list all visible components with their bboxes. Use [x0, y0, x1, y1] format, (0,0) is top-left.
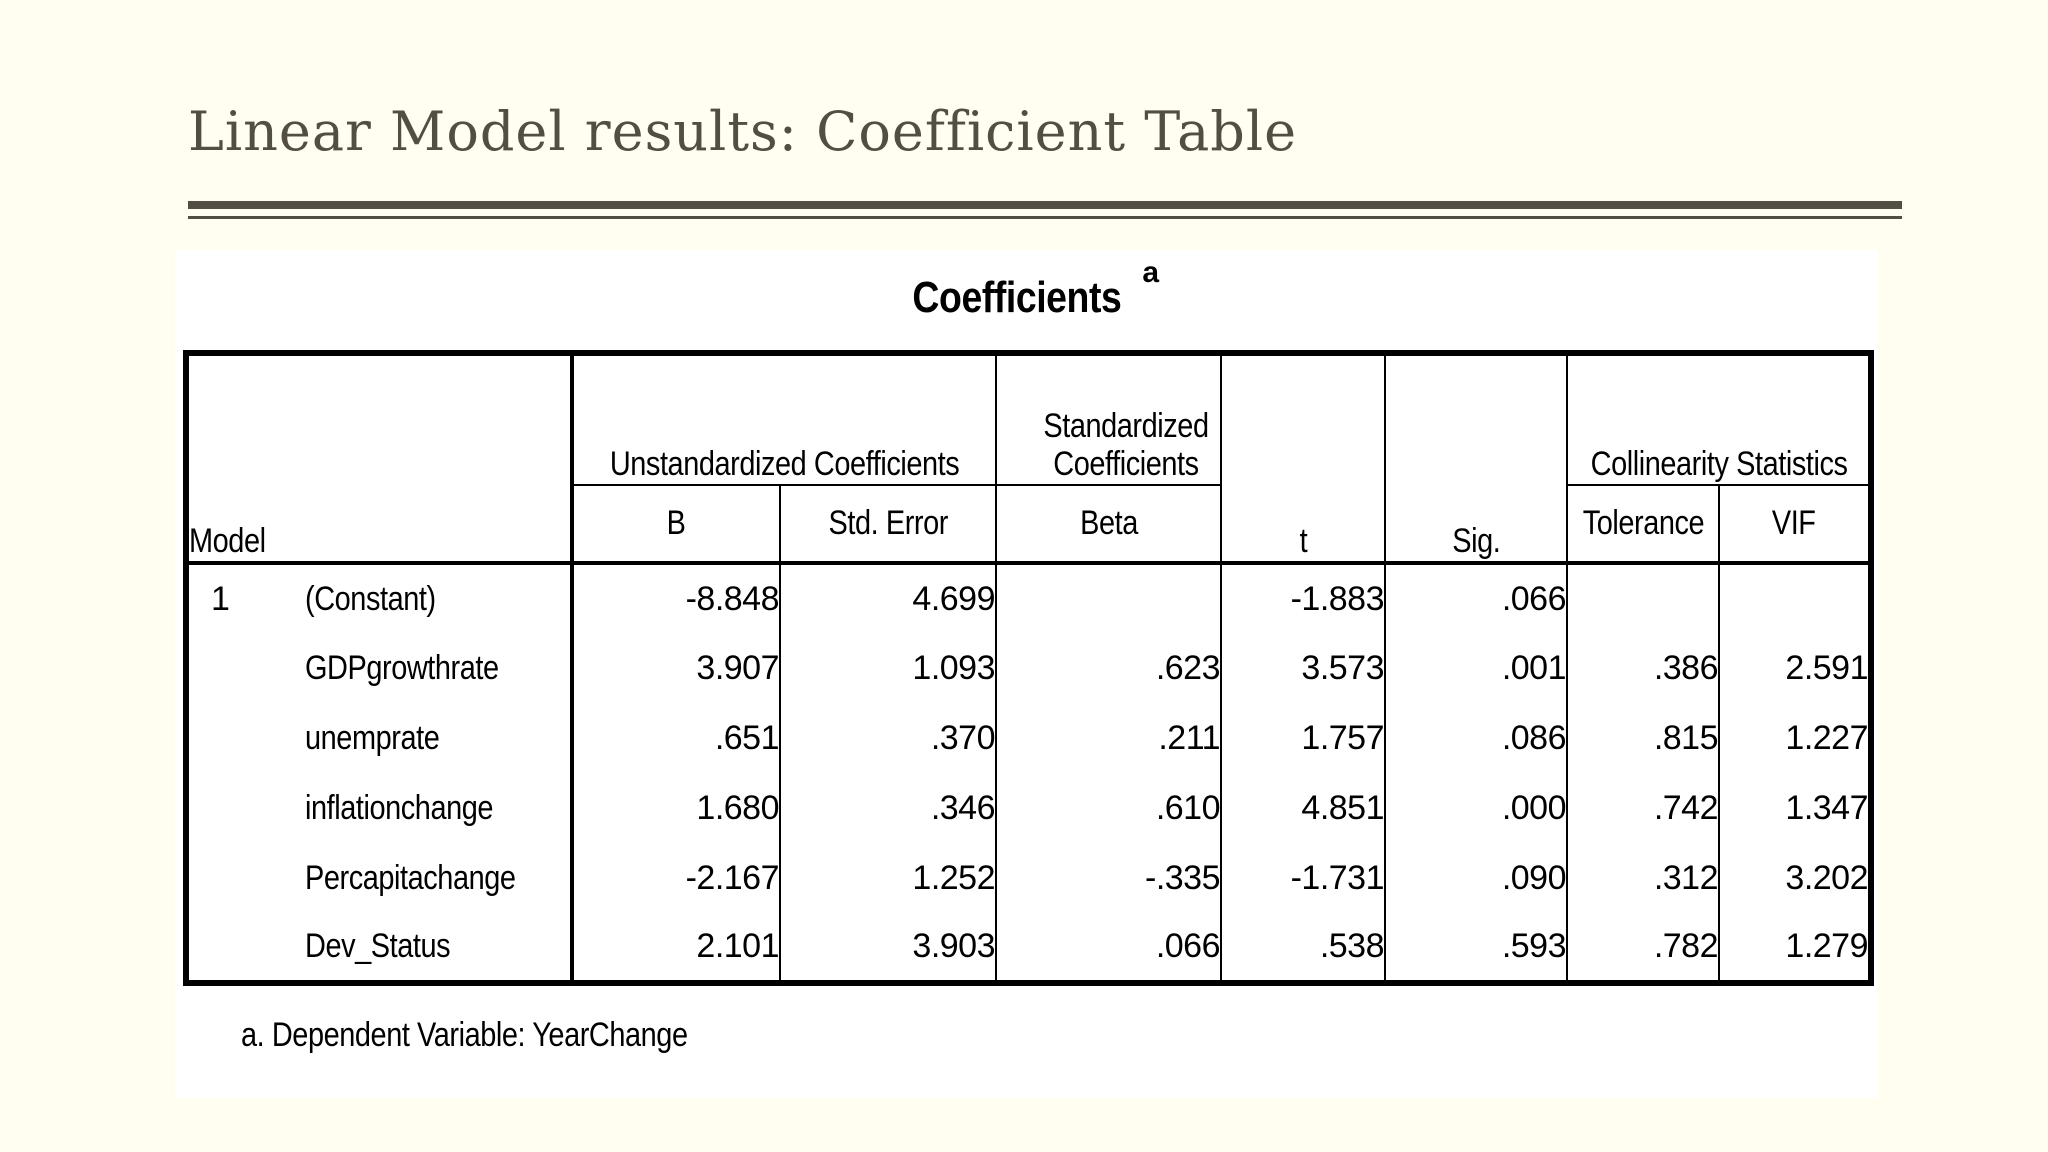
table-header: Model Unstandardized Coefficients Standa…: [186, 353, 1871, 565]
header-t: t: [1221, 353, 1386, 565]
cell-vif: 1.227: [1785, 718, 1868, 757]
cell-sig: .593: [1385, 913, 1568, 983]
cell-model-variable: unemprate: [186, 703, 574, 773]
footnote-marker: a: [1142, 256, 1159, 289]
cell-t: 1.757: [1221, 703, 1386, 773]
cell-model-variable: Dev_Status: [186, 913, 574, 983]
variable-name: unemprate: [305, 718, 440, 757]
cell-vif: 1.279: [1785, 927, 1868, 965]
cell-vif: 3.202: [1785, 858, 1868, 897]
cell-t: -1.731: [1221, 843, 1386, 913]
cell-b: -2.167: [572, 843, 781, 913]
model-number: 1: [211, 579, 230, 618]
variable-name: inflationchange: [305, 788, 494, 827]
title-underline-thick: [188, 201, 1902, 209]
table-row: unemprate .651 .370 .211 1.757 .086 .815…: [186, 703, 1871, 773]
variable-name: (Constant): [305, 579, 436, 618]
table-title-text: Coefficients: [912, 272, 1122, 322]
header-group-row: Model Unstandardized Coefficients Standa…: [186, 353, 1871, 565]
cell-beta: .211: [996, 703, 1222, 773]
header-collinearity-statistics: Collinearity Statistics: [1567, 353, 1871, 486]
cell-vif: 1.347: [1785, 788, 1868, 827]
cell-vif: 2.591: [1785, 648, 1868, 687]
variable-name: Percapitachange: [305, 858, 516, 897]
cell-model-variable: 1 (Constant): [186, 563, 574, 633]
cell-beta: -.335: [996, 843, 1222, 913]
cell-t: -1.883: [1221, 563, 1386, 633]
cell-beta: .610: [996, 773, 1222, 843]
cell-model-variable: GDPgrowthrate: [186, 633, 574, 703]
cell-model-variable: Percapitachange: [186, 843, 574, 913]
cell-std-error: 3.903: [780, 913, 997, 983]
cell-std-error: 1.093: [780, 633, 997, 703]
header-model: Model: [186, 353, 574, 565]
slide-title: Linear Model results: Coefficient Table: [188, 100, 1298, 163]
cell-tolerance: .386: [1567, 633, 1720, 703]
header-std-error: Std. Error: [780, 485, 997, 565]
cell-model-variable: inflationchange: [186, 773, 574, 843]
cell-vif: [1719, 563, 1871, 633]
cell-std-error: .370: [780, 703, 997, 773]
cell-t: 3.573: [1221, 633, 1386, 703]
cell-sig: .090: [1385, 843, 1568, 913]
cell-b: -8.848: [572, 563, 781, 633]
spss-output-panel: Coefficients a Model Unstandardized Coeff…: [175, 250, 1878, 1098]
coefficients-table: Model Unstandardized Coefficients Standa…: [183, 350, 1874, 986]
header-b: B: [572, 485, 781, 565]
cell-std-error: .346: [780, 773, 997, 843]
table-title: Coefficients a: [183, 256, 1868, 323]
table-footnote: a. Dependent Variable: YearChange: [241, 1016, 688, 1054]
cell-b: 2.101: [572, 913, 781, 983]
cell-beta: .623: [996, 633, 1222, 703]
cell-t: .538: [1221, 913, 1386, 983]
cell-tolerance: [1567, 563, 1720, 633]
header-standardized-coefficients: Standardized Coefficients: [996, 353, 1222, 486]
cell-sig: .066: [1385, 563, 1568, 633]
cell-std-error: 1.252: [780, 843, 997, 913]
cell-b: 3.907: [572, 633, 781, 703]
header-beta: Beta: [996, 485, 1222, 565]
cell-t: 4.851: [1221, 773, 1386, 843]
table-body: 1 (Constant) -8.848 4.699 -1.883 .066 GDP…: [186, 563, 1871, 983]
cell-sig: .001: [1385, 633, 1568, 703]
table-row: GDPgrowthrate 3.907 1.093 .623 3.573 .00…: [186, 633, 1871, 703]
header-tolerance: Tolerance: [1567, 485, 1720, 565]
header-sig: Sig.: [1385, 353, 1568, 565]
table-row: inflationchange 1.680 .346 .610 4.851 .0…: [186, 773, 1871, 843]
cell-tolerance: .782: [1567, 913, 1720, 983]
header-unstandardized-coefficients: Unstandardized Coefficients: [572, 353, 997, 486]
variable-name: Dev_Status: [305, 927, 451, 965]
cell-tolerance: .815: [1567, 703, 1720, 773]
cell-b: 1.680: [572, 773, 781, 843]
title-underline-thin: [188, 216, 1902, 219]
variable-name: GDPgrowthrate: [305, 648, 499, 687]
cell-b: .651: [572, 703, 781, 773]
cell-beta: [996, 563, 1222, 633]
cell-tolerance: .742: [1567, 773, 1720, 843]
table-row: Dev_Status 2.101 3.903 .066 .538 .593 .7…: [186, 913, 1871, 983]
header-vif: VIF: [1719, 485, 1871, 565]
header-sub-row: B Std. Error Beta Tolerance VIF: [186, 485, 1871, 565]
cell-sig: .086: [1385, 703, 1568, 773]
cell-tolerance: .312: [1567, 843, 1720, 913]
table-row: Percapitachange -2.167 1.252 -.335 -1.73…: [186, 843, 1871, 913]
cell-sig: .000: [1385, 773, 1568, 843]
table-row: 1 (Constant) -8.848 4.699 -1.883 .066: [186, 563, 1871, 633]
cell-std-error: 4.699: [780, 563, 997, 633]
cell-beta: .066: [996, 913, 1222, 983]
